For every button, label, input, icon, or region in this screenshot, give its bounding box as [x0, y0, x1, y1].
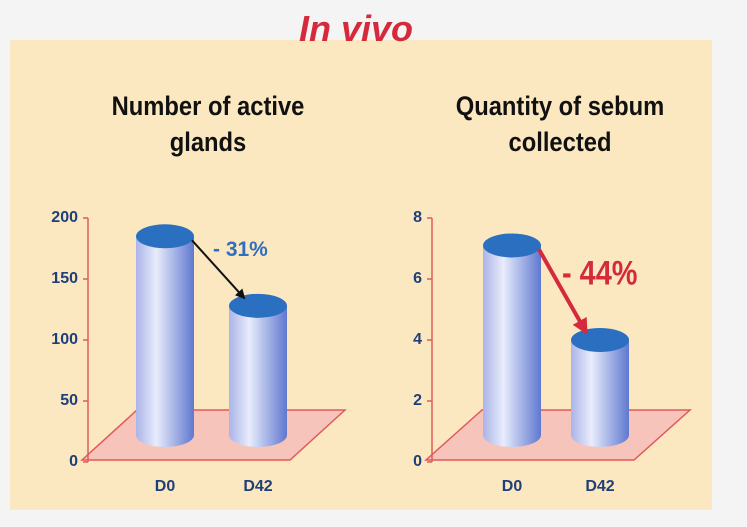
y-tick-label: 50 [60, 392, 78, 409]
y-tick-label: 2 [413, 392, 422, 409]
y-tick-label: 6 [413, 270, 422, 287]
floor [424, 409, 692, 461]
y-tick-label: 0 [413, 453, 422, 470]
x-tick-label: D42 [585, 478, 614, 495]
bar [229, 305, 287, 447]
annotation: - 31% [213, 238, 268, 261]
main-title: In vivo [298, 8, 414, 49]
chart-title: Number of active glands [111, 91, 305, 157]
annotation: - 44% [562, 253, 637, 292]
bar-top [229, 293, 287, 318]
y-tick-label: 150 [51, 270, 78, 287]
chart-title: Quantity of sebum collected [455, 91, 665, 157]
annotation-arrow [537, 248, 588, 335]
floor [80, 409, 347, 461]
bar-top [483, 233, 541, 258]
x-tick-label: D42 [243, 478, 272, 495]
y-tick-label: 4 [413, 331, 422, 348]
bar-top [571, 328, 629, 352]
y-tick-label: 8 [413, 209, 422, 226]
x-tick-label: D0 [155, 478, 176, 495]
bar-top [136, 224, 194, 249]
bar [483, 245, 541, 447]
y-tick-label: 200 [51, 209, 78, 226]
y-tick-label: 100 [51, 331, 78, 348]
x-tick-label: D0 [502, 478, 523, 495]
bar [136, 236, 194, 447]
bar [571, 340, 629, 447]
annotation-arrow [191, 239, 246, 300]
y-tick-label: 0 [69, 453, 78, 470]
